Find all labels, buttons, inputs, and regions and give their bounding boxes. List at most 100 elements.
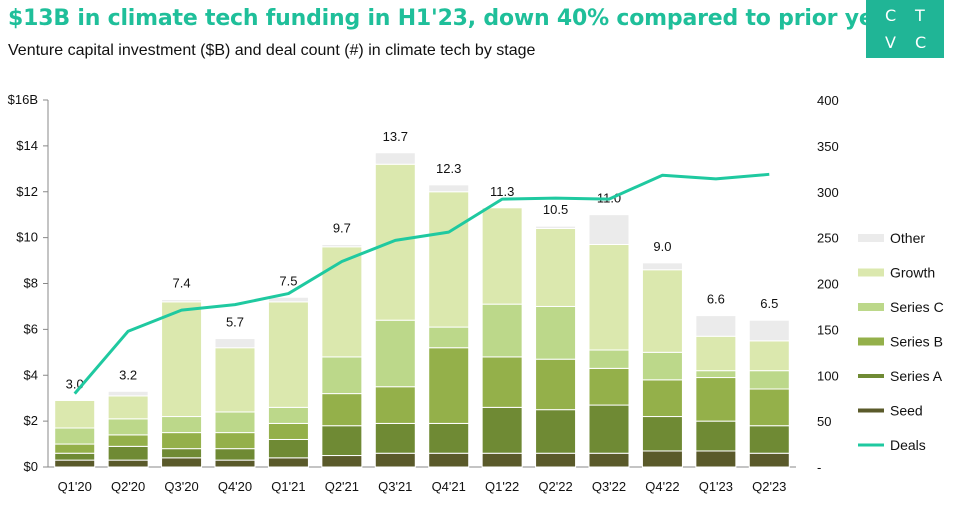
bar-segment-seed bbox=[695, 450, 737, 468]
bar-segment-series-b bbox=[748, 388, 790, 427]
bar-segment-other bbox=[535, 225, 577, 229]
y2-tick-label: 50 bbox=[817, 414, 831, 429]
bar-segment-seed bbox=[588, 452, 630, 468]
bar-segment-series-c bbox=[374, 319, 416, 388]
x-tick-label: Q4'22 bbox=[645, 479, 679, 494]
logo-letter-2: T bbox=[915, 6, 926, 25]
legend-swatch-other bbox=[858, 234, 884, 242]
bar-segment-seed bbox=[107, 459, 149, 468]
legend-swatch-series-c bbox=[858, 303, 884, 311]
x-tick-label: Q1'21 bbox=[271, 479, 305, 494]
bar-segment-series-a bbox=[54, 452, 96, 461]
bar-segment-series-a bbox=[695, 420, 737, 452]
bar-segment-growth bbox=[588, 244, 630, 351]
bar-segment-series-a bbox=[321, 425, 363, 457]
y-tick-label: $16B bbox=[8, 92, 38, 107]
bar-segment-other bbox=[267, 296, 309, 303]
bar-segment-seed bbox=[481, 452, 523, 468]
bar-segment-series-a bbox=[161, 448, 203, 459]
bar-segment-series-a bbox=[267, 438, 309, 459]
bar-segment-series-c bbox=[695, 370, 737, 379]
bar-segment-seed bbox=[428, 452, 470, 468]
bar-segment-series-b bbox=[54, 443, 96, 454]
bar-segment-series-c bbox=[748, 370, 790, 390]
bar-segment-other bbox=[214, 338, 256, 349]
legend-label-series-c: Series C bbox=[890, 299, 944, 315]
y2-tick-label: 200 bbox=[817, 277, 839, 292]
bar-segment-other bbox=[374, 152, 416, 165]
y2-tick-label: 350 bbox=[817, 139, 839, 154]
bar-segment-series-c bbox=[107, 418, 149, 436]
bar-segment-seed bbox=[748, 452, 790, 468]
legend-label-seed: Seed bbox=[890, 403, 923, 419]
bar-segment-seed bbox=[535, 452, 577, 468]
legend-swatch-series-a bbox=[858, 374, 884, 378]
bar-segment-series-c bbox=[161, 416, 203, 434]
bar-segment-series-a bbox=[641, 416, 683, 452]
bar-segment-series-c bbox=[267, 406, 309, 424]
bar-segment-series-b bbox=[161, 432, 203, 450]
bar-segment-growth bbox=[161, 301, 203, 418]
bar-segment-seed bbox=[641, 450, 683, 468]
bar-total-label: 11.3 bbox=[490, 184, 514, 199]
bar-segment-series-b bbox=[107, 434, 149, 447]
y-tick-label: $4 bbox=[24, 367, 38, 382]
x-tick-label: Q2'23 bbox=[752, 479, 786, 494]
bar-segment-growth bbox=[54, 399, 96, 429]
bar-segment-series-c bbox=[214, 411, 256, 434]
bar-segment-series-b bbox=[695, 377, 737, 422]
legend-swatch-seed bbox=[858, 408, 884, 413]
bar-segment-other bbox=[641, 262, 683, 271]
legend-label-other: Other bbox=[890, 230, 925, 246]
bar-segment-other bbox=[161, 299, 203, 303]
bar-segment-growth bbox=[748, 340, 790, 372]
bar-segment-growth bbox=[267, 301, 309, 408]
y2-tick-label: 250 bbox=[817, 231, 839, 246]
legend-swatch-growth bbox=[858, 268, 884, 277]
bar-total-label: 9.7 bbox=[333, 221, 351, 236]
bar-segment-seed bbox=[161, 457, 203, 468]
bar-segment-series-b bbox=[641, 379, 683, 418]
bar-segment-series-b bbox=[374, 386, 416, 424]
y-tick-label: $12 bbox=[16, 184, 38, 199]
legend-label-deals: Deals bbox=[890, 437, 926, 453]
bar-total-label: 7.4 bbox=[173, 276, 191, 291]
bar-segment-other bbox=[588, 214, 630, 246]
bar-segment-growth bbox=[481, 207, 523, 305]
x-tick-label: Q2'20 bbox=[111, 479, 145, 494]
y2-tick-label: 400 bbox=[817, 93, 839, 108]
bar-segment-series-a bbox=[428, 422, 470, 454]
bar-total-label: 6.6 bbox=[707, 292, 725, 307]
chart-title: $13B in climate tech funding in H1'23, d… bbox=[8, 6, 899, 31]
x-tick-label: Q2'21 bbox=[325, 479, 359, 494]
bar-segment-series-b bbox=[481, 356, 523, 408]
bar-segment-other bbox=[428, 184, 470, 193]
y2-tick-label: 150 bbox=[817, 322, 839, 337]
bar-segment-growth bbox=[695, 335, 737, 372]
bar-segment-series-a bbox=[214, 448, 256, 461]
legend-swatch-series-b bbox=[858, 337, 884, 346]
bar-total-label: 12.3 bbox=[436, 161, 461, 176]
bar-segment-series-c bbox=[428, 326, 470, 349]
y2-tick-label: - bbox=[817, 460, 821, 475]
x-tick-label: Q2'22 bbox=[538, 479, 572, 494]
y-tick-label: $2 bbox=[24, 413, 38, 428]
bar-total-label: 13.7 bbox=[383, 129, 408, 144]
bar-segment-growth bbox=[535, 227, 577, 307]
bar-segment-other bbox=[748, 319, 790, 342]
x-tick-label: Q4'20 bbox=[218, 479, 252, 494]
x-tick-label: Q3'22 bbox=[592, 479, 626, 494]
y-tick-label: $14 bbox=[16, 138, 38, 153]
bar-segment-series-a bbox=[748, 425, 790, 454]
y-tick-label: $8 bbox=[24, 276, 38, 291]
x-tick-label: Q1'20 bbox=[58, 479, 92, 494]
bar-segment-series-c bbox=[535, 305, 577, 360]
y2-tick-label: 100 bbox=[817, 368, 839, 383]
bar-segment-series-b bbox=[214, 432, 256, 450]
bar-segment-series-b bbox=[321, 393, 363, 427]
bar-segment-other bbox=[321, 244, 363, 248]
bar-total-label: 9.0 bbox=[653, 239, 671, 254]
legend-label-series-b: Series B bbox=[890, 334, 943, 350]
bar-segment-seed bbox=[374, 452, 416, 468]
bar-segment-series-c bbox=[321, 356, 363, 395]
